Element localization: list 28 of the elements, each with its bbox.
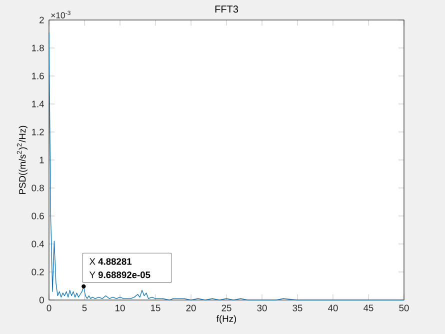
x-tick-label: 35 [292, 304, 302, 312]
y-tick-label: 1 [40, 156, 44, 164]
y-tick-label: 0.8 [32, 184, 44, 192]
annotation: X 4.88281 [89, 258, 132, 265]
x-tick-label: 40 [328, 304, 338, 312]
y-tick-label: 0 [39, 296, 44, 304]
y-tick-label: 0.4 [32, 240, 44, 248]
text: ×10$^{-3}$ [51, 10, 70, 18]
x-tick-label: 25 [222, 304, 232, 312]
chart-title: FFT3 [215, 6, 238, 13]
x-tick-label: 0 [46, 304, 52, 312]
x-tick-label: 30 [257, 304, 267, 312]
x-tick-label: 5 [82, 304, 87, 312]
y-tick-label: 0.6 [32, 212, 44, 220]
x-tick-label: 50 [399, 304, 409, 312]
x-tick-label: 45 [364, 304, 374, 312]
x-tick-label: 15 [151, 304, 160, 312]
annotation: Y 9.68892e-05 [89, 272, 150, 278]
x-tick-label: 10 [116, 304, 125, 312]
y-axis-title: PSD((m/s$^{2}$)$^{2}$/Hz) [16, 126, 28, 194]
y-tick-label: 2 [40, 16, 44, 24]
y-tick-label: 1.6 [32, 72, 44, 80]
y-tick-label: 1.8 [32, 44, 44, 52]
y-tick-label: 1.4 [32, 100, 44, 108]
x-tick-label: 20 [186, 304, 196, 312]
y-tick-label: 0.2 [32, 268, 44, 276]
x-axis-title: f(Hz) [216, 315, 236, 324]
y-tick-label: 1.2 [32, 128, 44, 136]
